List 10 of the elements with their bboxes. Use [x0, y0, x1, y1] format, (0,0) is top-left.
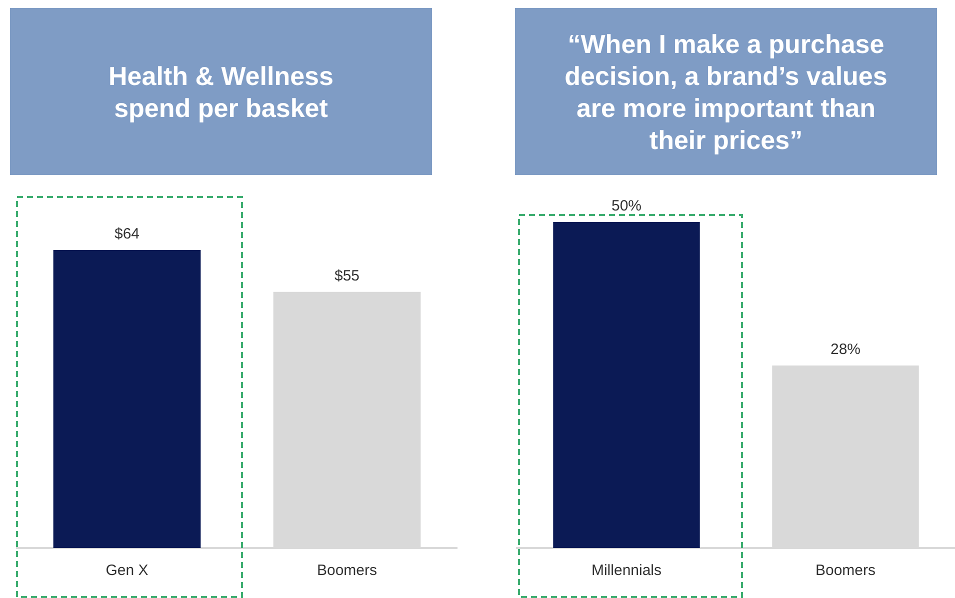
- data-label: 28%: [830, 341, 861, 358]
- data-label: 50%: [611, 198, 642, 215]
- x-tick-label: Gen X: [106, 562, 148, 580]
- data-label: $64: [114, 226, 140, 243]
- chart-title: “When I make a purchase decision, a brand’s values are more important than their prices”: [515, 8, 937, 175]
- x-tick-label: Millennials: [591, 562, 662, 580]
- data-label: $55: [334, 268, 360, 284]
- chart-title: Health & Wellness spend per basket: [10, 8, 432, 175]
- x-tick-label: Boomers: [316, 562, 378, 580]
- x-tick-label: Boomers: [815, 562, 876, 580]
